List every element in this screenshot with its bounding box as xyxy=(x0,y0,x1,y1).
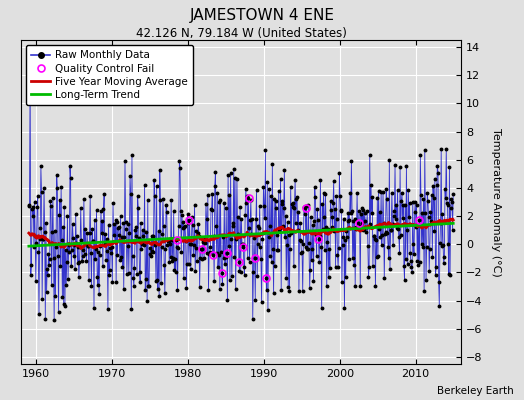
Text: Berkeley Earth: Berkeley Earth xyxy=(437,386,514,396)
Y-axis label: Temperature Anomaly (°C): Temperature Anomaly (°C) xyxy=(491,128,501,276)
Text: JAMESTOWN 4 ENE: JAMESTOWN 4 ENE xyxy=(190,8,334,23)
Legend: Raw Monthly Data, Quality Control Fail, Five Year Moving Average, Long-Term Tren: Raw Monthly Data, Quality Control Fail, … xyxy=(26,45,193,105)
Title: 42.126 N, 79.184 W (United States): 42.126 N, 79.184 W (United States) xyxy=(136,27,346,40)
